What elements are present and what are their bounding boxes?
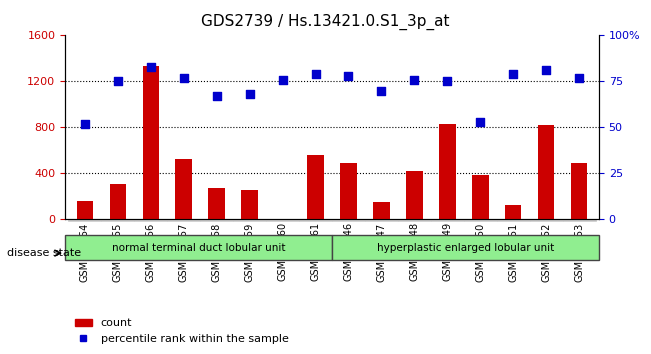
Point	[409, 77, 420, 82]
Bar	[505, 205, 521, 219]
Bar	[538, 125, 555, 219]
Bar	[464, 219, 497, 221]
Point	[574, 75, 585, 81]
Point	[343, 73, 353, 79]
Text: disease state: disease state	[7, 248, 81, 258]
FancyBboxPatch shape	[332, 235, 599, 260]
Bar	[266, 219, 299, 221]
Bar	[562, 219, 596, 221]
Bar	[299, 219, 332, 221]
Bar	[373, 202, 390, 219]
Bar	[439, 124, 456, 219]
Bar	[340, 163, 357, 219]
FancyBboxPatch shape	[65, 235, 332, 260]
Point	[244, 91, 255, 97]
Point	[212, 93, 222, 99]
Point	[277, 77, 288, 82]
Bar	[77, 201, 93, 219]
Bar	[242, 189, 258, 219]
Bar	[365, 219, 398, 221]
Point	[475, 119, 486, 125]
Bar	[102, 219, 134, 221]
Bar	[431, 219, 464, 221]
Bar	[472, 175, 488, 219]
Point	[146, 64, 156, 69]
Bar	[406, 171, 422, 219]
Bar	[571, 163, 587, 219]
Bar	[530, 219, 562, 221]
Point	[79, 121, 90, 127]
Bar	[497, 219, 530, 221]
Point	[113, 79, 123, 84]
Point	[508, 71, 518, 77]
Bar	[332, 219, 365, 221]
Bar	[208, 188, 225, 219]
Bar	[68, 219, 102, 221]
Point	[178, 75, 189, 81]
Bar	[201, 219, 233, 221]
Text: hyperplastic enlarged lobular unit: hyperplastic enlarged lobular unit	[377, 243, 554, 253]
Bar	[398, 219, 431, 221]
Bar	[307, 155, 324, 219]
Legend: count, percentile rank within the sample: count, percentile rank within the sample	[71, 314, 293, 348]
Bar	[109, 184, 126, 219]
Bar	[233, 219, 266, 221]
Bar	[176, 159, 192, 219]
Point	[376, 88, 387, 93]
Text: normal terminal duct lobular unit: normal terminal duct lobular unit	[112, 243, 285, 253]
Bar	[167, 219, 201, 221]
Text: GDS2739 / Hs.13421.0.S1_3p_at: GDS2739 / Hs.13421.0.S1_3p_at	[201, 14, 450, 30]
Point	[541, 68, 551, 73]
Point	[442, 79, 452, 84]
Bar	[134, 219, 167, 221]
Bar	[143, 67, 159, 219]
Point	[311, 71, 321, 77]
